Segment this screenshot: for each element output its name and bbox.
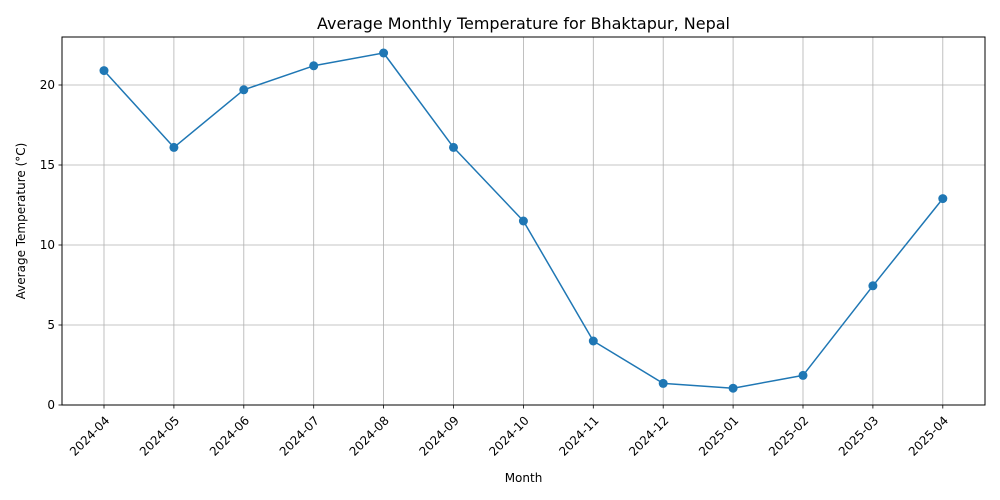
y-tick-label: 20: [40, 78, 55, 92]
data-point: [728, 383, 738, 393]
y-axis-label: Average Temperature (°C): [14, 143, 28, 300]
data-point: [169, 142, 179, 152]
series-group: [99, 48, 948, 393]
data-point: [99, 66, 109, 76]
data-point: [309, 61, 319, 71]
data-point: [588, 336, 598, 346]
y-tick-label: 10: [40, 238, 55, 252]
data-point: [518, 216, 528, 226]
data-point: [449, 142, 458, 152]
data-point: [658, 378, 668, 388]
data-point: [868, 281, 878, 291]
data-point: [938, 194, 948, 204]
chart-title: Average Monthly Temperature for Bhaktapu…: [317, 14, 730, 33]
data-point: [798, 370, 808, 380]
y-tick-label: 5: [47, 318, 55, 332]
x-axis-label: Month: [505, 471, 543, 485]
data-point: [379, 48, 389, 58]
y-axis-ticks: 0 5 10 15 20: [40, 78, 62, 412]
y-tick-label: 15: [40, 158, 55, 172]
data-point: [239, 85, 249, 95]
y-tick-label: 0: [47, 398, 55, 412]
